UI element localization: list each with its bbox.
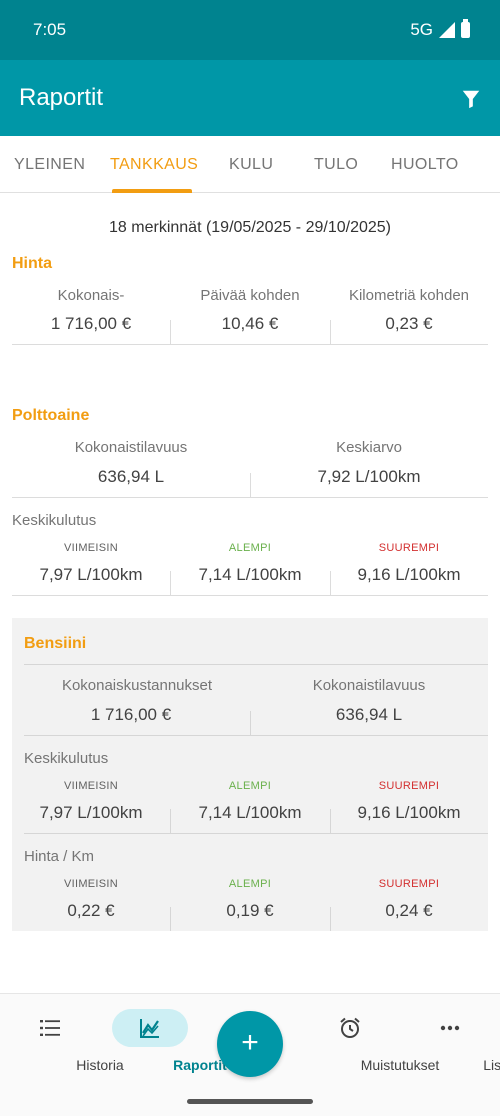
divider — [24, 735, 488, 736]
report-content[interactable]: 18 merkinnät (19/05/2025 - 29/10/2025) H… — [0, 193, 500, 993]
stat-value: 636,94 L — [97, 467, 165, 486]
tab-bar: YLEINEN TANKKAUS KULU TULO HUOLTO — [0, 136, 500, 193]
nav-label: Raportit — [173, 1057, 227, 1073]
section-title-bensiini: Bensiini — [24, 635, 87, 652]
stat-value: 1 716,00 € — [50, 314, 132, 333]
nav-label: Lisää — [483, 1057, 500, 1073]
stat-label-highest: SUUREMPI — [378, 542, 440, 554]
divider — [24, 833, 488, 834]
alarm-icon — [340, 1017, 360, 1038]
app-bar: Raportit — [0, 60, 500, 136]
divider — [170, 809, 171, 833]
divider — [330, 320, 331, 344]
divider — [170, 320, 171, 344]
fuel-type-card — [12, 618, 488, 931]
stat-label: Kokonais- — [57, 287, 125, 304]
page-title: Raportit — [19, 84, 104, 111]
stat-label: Kilometriä kohden — [348, 287, 470, 304]
stat-value: 0,24 € — [385, 901, 433, 920]
nav-item-muistutukset[interactable]: Muistutukset — [300, 994, 439, 1094]
stat-label: Kokonaistilavuus — [74, 439, 188, 456]
stat-label-latest: VIIMEISIN — [63, 878, 119, 890]
nav-label: Historia — [76, 1057, 124, 1073]
stat-label-lowest: ALEMPI — [228, 878, 272, 890]
tab-tulo[interactable]: TULO — [314, 156, 359, 173]
battery-icon — [461, 19, 470, 38]
nav-label: Muistutukset — [360, 1057, 440, 1073]
stat-value: 0,19 € — [226, 901, 274, 920]
tab-yleinen[interactable]: YLEINEN — [14, 156, 86, 173]
stat-value: 0,22 € — [67, 901, 115, 920]
nav-item-historia[interactable]: Historia — [0, 994, 124, 1094]
stat-value: 1 716,00 € — [90, 705, 172, 724]
stat-label-lowest: ALEMPI — [228, 780, 272, 792]
divider — [330, 907, 331, 931]
stat-label-lowest: ALEMPI — [228, 542, 272, 554]
divider — [12, 497, 488, 498]
stat-value: 9,16 L/100km — [357, 803, 461, 822]
stat-value: 7,97 L/100km — [39, 803, 143, 822]
status-icons: 5G — [410, 19, 470, 40]
entries-summary: 18 merkinnät (19/05/2025 - 29/10/2025) — [109, 219, 391, 236]
subsection-hinta-km: Hinta / Km — [24, 848, 95, 865]
chart-icon — [140, 1019, 159, 1038]
stat-value: 7,14 L/100km — [198, 803, 302, 822]
nav-item-raportit[interactable]: Raportit — [100, 994, 227, 1094]
subsection-keskikulutus: Keskikulutus — [24, 750, 109, 767]
stat-value: 9,16 L/100km — [357, 565, 461, 584]
list-icon — [40, 1020, 60, 1036]
network-type: 5G — [410, 20, 433, 39]
divider — [250, 711, 251, 735]
filter-icon[interactable] — [460, 88, 482, 110]
more-icon — [440, 1025, 460, 1031]
subsection-keskikulutus: Keskikulutus — [12, 512, 97, 529]
stat-value: 0,23 € — [385, 314, 433, 333]
stat-label: Kokonaistilavuus — [312, 677, 426, 694]
tab-huolto[interactable]: HUOLTO — [391, 156, 459, 173]
divider — [12, 595, 488, 596]
section-title-polttoaine: Polttoaine — [12, 407, 90, 424]
tab-tankkaus[interactable]: TANKKAUS — [110, 156, 199, 173]
stat-label: Päivää kohden — [200, 287, 300, 304]
divider — [170, 907, 171, 931]
stat-value: 10,46 € — [221, 314, 279, 333]
stat-label-highest: SUUREMPI — [378, 878, 440, 890]
signal-icon — [439, 22, 455, 38]
divider — [170, 571, 171, 595]
stat-value: 7,14 L/100km — [198, 565, 302, 584]
stat-value: 7,97 L/100km — [39, 565, 143, 584]
bottom-navigation: Historia Raportit + Muistutukset Lisää — [0, 993, 500, 1116]
home-indicator[interactable] — [187, 1099, 313, 1104]
stat-label: Keskiarvo — [336, 439, 402, 456]
add-entry-button[interactable]: + — [217, 1011, 283, 1077]
status-bar: 7:05 5G — [0, 0, 500, 60]
status-time: 7:05 — [33, 20, 67, 39]
divider — [12, 344, 488, 345]
divider — [24, 664, 488, 665]
nav-item-lisaa[interactable]: Lisää — [400, 994, 500, 1094]
stat-label: Kokonaiskustannukset — [61, 677, 213, 694]
divider — [250, 473, 251, 497]
stat-label-highest: SUUREMPI — [378, 780, 440, 792]
stat-value: 636,94 L — [335, 705, 403, 724]
divider — [330, 809, 331, 833]
tab-indicator — [112, 189, 192, 193]
stat-value: 7,92 L/100km — [317, 467, 421, 486]
stat-label-latest: VIIMEISIN — [63, 780, 119, 792]
tab-kulu[interactable]: KULU — [229, 156, 274, 173]
stat-label-latest: VIIMEISIN — [63, 542, 119, 554]
divider — [330, 571, 331, 595]
section-title-hinta: Hinta — [12, 255, 52, 272]
